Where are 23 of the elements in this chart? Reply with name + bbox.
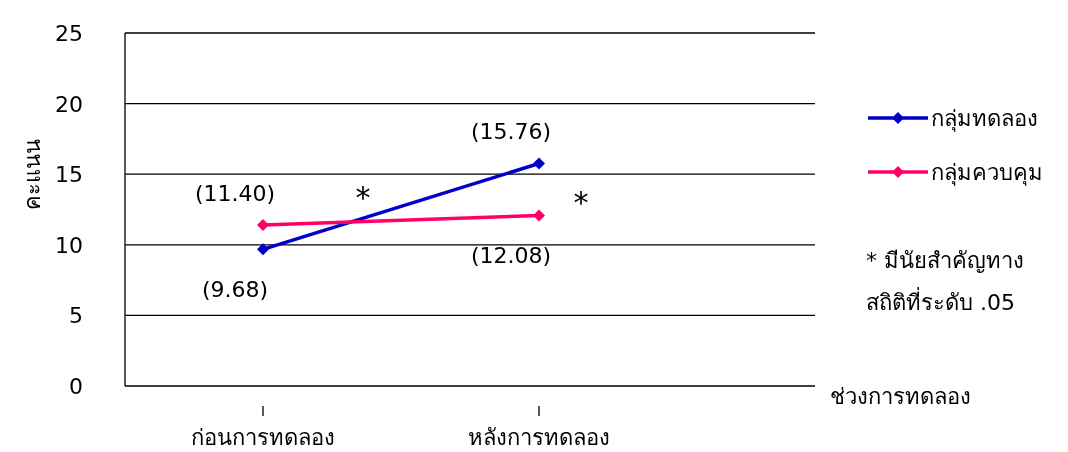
legend-label: กลุ่มทดลอง xyxy=(931,106,1038,132)
y-tick-label: 15 xyxy=(55,162,83,188)
y-tick-label: 10 xyxy=(55,232,83,258)
annotation: * xyxy=(573,185,589,220)
data-label: (9.68) xyxy=(201,277,269,303)
point xyxy=(257,219,269,232)
point xyxy=(533,157,545,170)
x-tick-label: หลังการทดลอง xyxy=(468,425,610,450)
x-axis-title: ช่วงการทดลอง xyxy=(830,384,971,409)
text: * มีนัยสำคัญทางสถิติที่ระดับ .05 xyxy=(866,247,1025,317)
point xyxy=(257,243,269,256)
data-label: (11.40) xyxy=(194,181,276,207)
annotation: * xyxy=(355,180,371,215)
y-axis-title: คะแนน xyxy=(20,138,45,210)
legend-label: กลุ่มควบคุม xyxy=(931,160,1043,186)
y-tick-label: 20 xyxy=(55,91,83,117)
y-tick-label: 5 xyxy=(69,303,83,329)
data-label: (12.08) xyxy=(470,243,552,269)
x-tick-label: ก่อนการทดลอง xyxy=(191,425,335,450)
point xyxy=(533,209,545,222)
data-label: (15.76) xyxy=(470,119,552,145)
y-tick-label: 0 xyxy=(69,374,83,399)
y-tick-label: 25 xyxy=(55,21,83,46)
